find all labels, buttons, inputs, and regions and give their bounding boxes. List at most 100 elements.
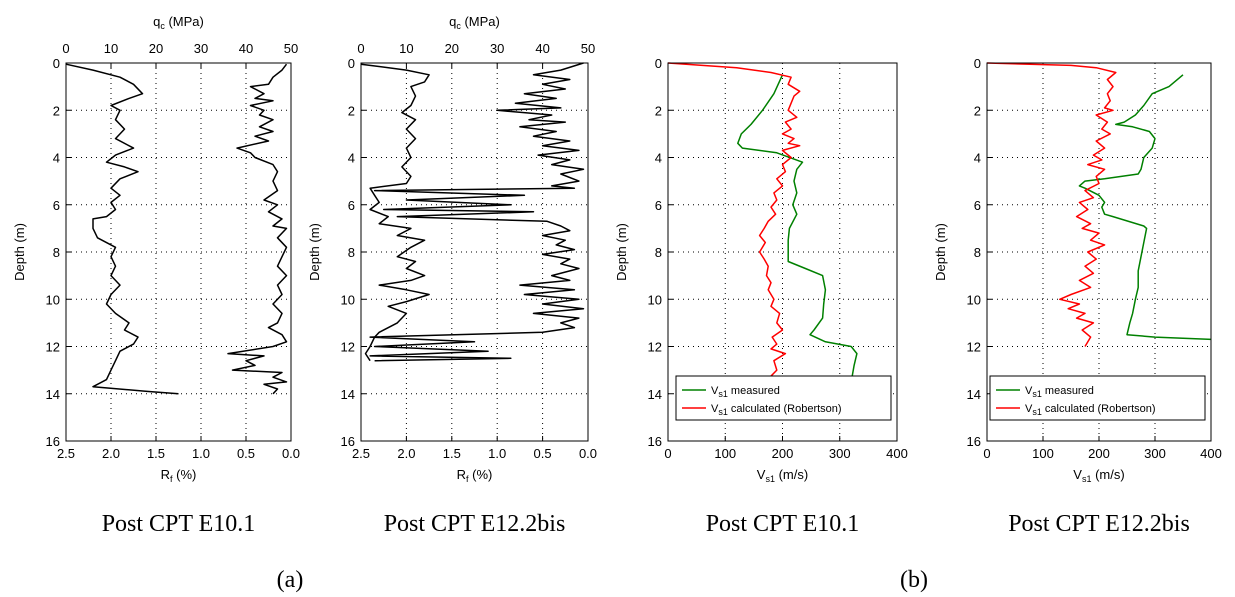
x-tick-label: 0	[983, 446, 990, 461]
y-tick-label: 14	[967, 387, 981, 402]
chart-caption: Post CPT E12.2bis	[384, 511, 566, 537]
top-axis-label: qc (MPa)	[449, 14, 500, 31]
series-line-2	[667, 62, 801, 383]
legend: Vs1 measured Vs1 calculated (Robertson)	[989, 375, 1206, 421]
legend-entry: Vs1 calculated (Robertson)	[1025, 403, 1156, 417]
legend-box	[989, 375, 1206, 421]
y-tick-label: 12	[648, 340, 662, 355]
y-tick-label: 10	[648, 292, 662, 307]
top-tick-label: 50	[284, 41, 298, 56]
top-axis-label: qc (MPa)	[153, 14, 204, 31]
top-tick-label: 30	[194, 41, 208, 56]
chart-panel-1: 0 2 4 6 8 10 12 14 16 Depth (m) 2.5 2.0 1.5 1.0 0.5 0.0…	[12, 14, 300, 537]
series-line-2	[65, 63, 179, 395]
y-axis-label: Depth (m)	[933, 223, 948, 281]
top-tick-label: 0	[357, 41, 364, 56]
x-tick-label: 0	[664, 446, 671, 461]
x-tick-label: 0.5	[237, 446, 255, 461]
chart-panel-4: 0 2 4 6 8 10 12 14 16 Depth (m) 0 100 200 300 400 Vs1 (…	[933, 56, 1222, 537]
top-tick-label: 30	[490, 41, 504, 56]
y-tick-label: 10	[46, 292, 60, 307]
y-tick-label: 0	[974, 56, 981, 71]
y-tick-label: 16	[46, 434, 60, 449]
y-tick-label: 16	[967, 434, 981, 449]
y-tick-label: 14	[648, 387, 662, 402]
y-tick-label: 4	[655, 151, 662, 166]
y-tick-label: 10	[967, 292, 981, 307]
x-tick-label: 1.5	[147, 446, 165, 461]
y-tick-label: 4	[974, 151, 981, 166]
series-line-1	[227, 63, 288, 395]
x-tick-label: 100	[714, 446, 736, 461]
panel-label-b: (b)	[900, 567, 928, 593]
y-tick-label: 16	[341, 434, 355, 449]
top-tick-label: 10	[399, 41, 413, 56]
y-tick-label: 14	[46, 387, 60, 402]
x-tick-label: 0.0	[282, 446, 300, 461]
top-tick-label: 40	[239, 41, 253, 56]
x-axis-label: Rf (%)	[457, 467, 493, 484]
x-tick-label: 400	[886, 446, 908, 461]
y-tick-label: 6	[655, 198, 662, 213]
plot-frame	[65, 62, 292, 442]
x-tick-label: 1.0	[192, 446, 210, 461]
chart-panel-3: 0 2 4 6 8 10 12 14 16 Depth (m) 0 100 200 300 400 Vs1 (…	[614, 56, 908, 537]
y-tick-label: 6	[348, 198, 355, 213]
series-line-2	[986, 62, 1117, 347]
chart-caption: Post CPT E10.1	[706, 511, 860, 537]
y-tick-label: 8	[53, 245, 60, 260]
chart-panel-2: 0 2 4 6 8 10 12 14 16 Depth (m) 2.5 2.0 1.5 1.0 0.5 0.0…	[307, 14, 597, 537]
y-axis-label: Depth (m)	[307, 223, 322, 281]
y-tick-label: 6	[53, 198, 60, 213]
panel-label-a: (a)	[277, 567, 304, 593]
x-tick-label: 2.5	[352, 446, 370, 461]
legend-entry: Vs1 measured	[1025, 385, 1094, 399]
legend-entry: Vs1 measured	[711, 385, 780, 399]
y-axis-label: Depth (m)	[614, 223, 629, 281]
y-tick-label: 2	[53, 103, 60, 118]
x-tick-label: 300	[829, 446, 851, 461]
y-tick-label: 12	[967, 340, 981, 355]
top-tick-label: 0	[62, 41, 69, 56]
x-tick-label: 1.0	[488, 446, 506, 461]
y-tick-label: 10	[341, 292, 355, 307]
y-tick-label: 16	[648, 434, 662, 449]
chart-caption: Post CPT E10.1	[102, 511, 256, 537]
chart-caption: Post CPT E12.2bis	[1008, 511, 1190, 537]
top-tick-label: 10	[104, 41, 118, 56]
y-tick-label: 2	[655, 103, 662, 118]
x-tick-label: 0.5	[534, 446, 552, 461]
y-axis-label: Depth (m)	[12, 223, 27, 281]
y-tick-label: 0	[53, 56, 60, 71]
y-tick-label: 2	[974, 103, 981, 118]
series-line-1	[369, 62, 585, 362]
series-line-1	[737, 74, 858, 383]
x-tick-label: 200	[1088, 446, 1110, 461]
top-tick-label: 40	[535, 41, 549, 56]
x-tick-label: 400	[1200, 446, 1222, 461]
series-line-2	[360, 63, 430, 362]
y-tick-label: 0	[655, 56, 662, 71]
x-tick-label: 100	[1032, 446, 1054, 461]
y-tick-label: 2	[348, 103, 355, 118]
series-line-1	[1078, 74, 1212, 341]
legend-box	[675, 375, 892, 421]
y-tick-label: 8	[974, 245, 981, 260]
legend: Vs1 measured Vs1 calculated (Robertson)	[675, 375, 892, 421]
y-tick-label: 6	[974, 198, 981, 213]
x-tick-label: 1.5	[443, 446, 461, 461]
y-tick-label: 8	[348, 245, 355, 260]
x-tick-label: 300	[1144, 446, 1166, 461]
y-tick-label: 8	[655, 245, 662, 260]
x-axis-label: Rf (%)	[161, 467, 197, 484]
y-tick-label: 0	[348, 56, 355, 71]
y-tick-label: 12	[46, 340, 60, 355]
x-tick-label: 2.0	[102, 446, 120, 461]
x-tick-label: 2.0	[397, 446, 415, 461]
x-tick-label: 2.5	[57, 446, 75, 461]
top-tick-label: 50	[581, 41, 595, 56]
y-tick-label: 12	[341, 340, 355, 355]
x-tick-label: 0.0	[579, 446, 597, 461]
y-tick-label: 4	[348, 151, 355, 166]
legend-entry: Vs1 calculated (Robertson)	[711, 403, 842, 417]
